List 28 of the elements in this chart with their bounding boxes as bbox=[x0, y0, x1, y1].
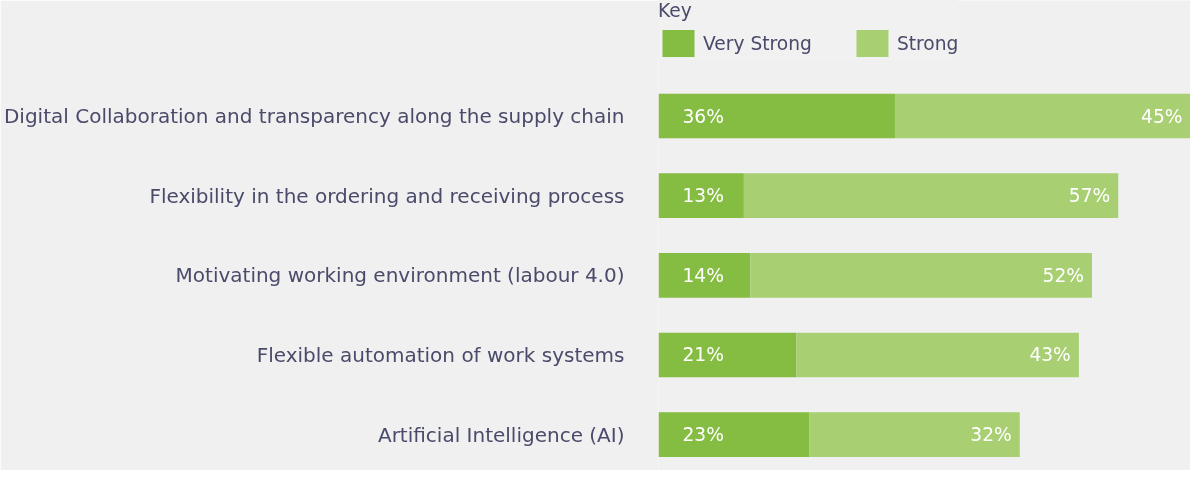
data-label: 23% bbox=[682, 424, 724, 446]
bar bbox=[658, 93, 895, 139]
bar bbox=[750, 253, 1092, 298]
data-label: 13% bbox=[682, 185, 724, 207]
data-label: 43% bbox=[1029, 344, 1071, 366]
bar bbox=[809, 412, 1020, 457]
legend-label: Strong bbox=[896, 32, 959, 54]
data-label: 52% bbox=[1042, 264, 1084, 286]
bar bbox=[658, 253, 751, 298]
bar bbox=[658, 332, 797, 378]
y-tick-label: Motivating working environment (labour 4.0) bbox=[175, 263, 625, 288]
data-label: 45% bbox=[1141, 105, 1183, 127]
legend-title: Key bbox=[658, 0, 693, 21]
y-tick-label: Flexible automation of work systems bbox=[256, 342, 625, 367]
bar bbox=[658, 412, 810, 457]
y-tick-label: Digital Collaboration and transparency along the supply chain bbox=[3, 104, 625, 129]
data-label: 32% bbox=[970, 424, 1012, 446]
data-label: 14% bbox=[682, 264, 724, 286]
legend-label: Very Strong bbox=[703, 32, 812, 54]
bar bbox=[743, 173, 1119, 218]
y-tick-label: Artificial Intelligence (AI) bbox=[377, 422, 625, 447]
bar bbox=[796, 332, 1079, 378]
bar bbox=[894, 93, 1190, 139]
bar bbox=[658, 173, 744, 218]
data-label: 57% bbox=[1068, 185, 1111, 207]
data-label: 36% bbox=[682, 105, 724, 127]
data-label: 21% bbox=[682, 344, 724, 366]
y-tick-label: Flexibility in the ordering and receiving process bbox=[149, 183, 625, 208]
